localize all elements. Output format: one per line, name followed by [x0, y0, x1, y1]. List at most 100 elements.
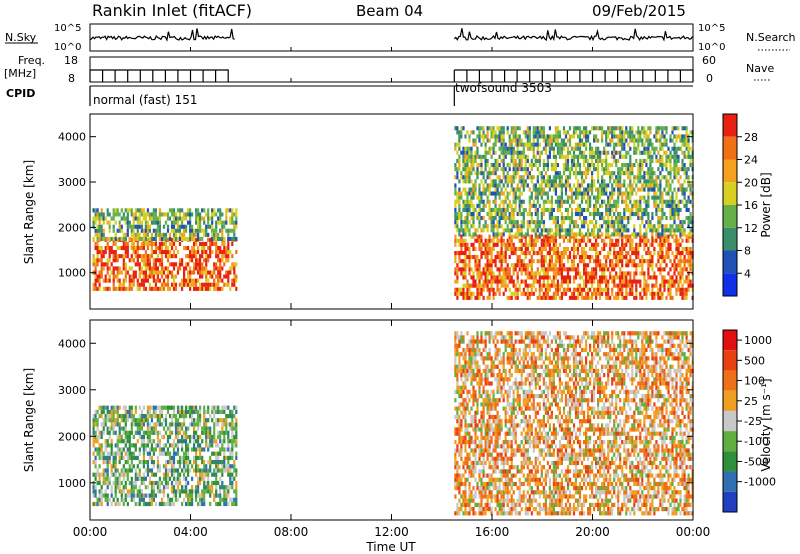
heatmap-cell [166, 274, 170, 279]
heatmap-cell [466, 195, 469, 200]
heatmap-cell [140, 254, 143, 259]
heatmap-cell [530, 216, 533, 221]
heatmap-cell [223, 274, 226, 279]
heatmap-cell [677, 287, 680, 292]
heatmap-cell [172, 460, 176, 465]
heatmap-cell [587, 263, 590, 268]
heatmap-cell [96, 426, 99, 431]
heatmap-cell [560, 195, 563, 200]
heatmap-cell [623, 295, 626, 300]
heatmap-cell [635, 175, 638, 180]
heatmap-cell [524, 238, 527, 243]
heatmap-cell [199, 262, 202, 267]
heatmap-cell [621, 275, 624, 280]
heatmap-cell [627, 163, 630, 168]
heatmap-cell [492, 232, 495, 237]
heatmap-cell [458, 259, 461, 264]
heatmap-cell [152, 414, 155, 419]
heatmap-cell [673, 203, 676, 208]
heatmap-cell [158, 443, 161, 448]
heatmap-cell [583, 246, 586, 251]
heatmap-cell [227, 228, 230, 233]
heatmap-cell [552, 183, 555, 188]
heatmap-cell [144, 430, 147, 435]
heatmap-cell [508, 146, 511, 151]
heatmap-cell [106, 418, 109, 423]
heatmap-cell [92, 493, 95, 498]
heatmap-cell [213, 286, 216, 291]
heatmap-cell [172, 472, 176, 477]
heatmap-cell [183, 282, 186, 287]
heatmap-cell [556, 246, 559, 251]
heatmap-cell [158, 220, 161, 225]
heatmap-cell [191, 246, 194, 251]
heatmap-cell [492, 199, 495, 204]
heatmap-cell [205, 274, 208, 279]
heatmap-cell [675, 167, 678, 172]
heatmap-cell [639, 232, 642, 237]
heatmap-cell [657, 224, 660, 229]
heatmap-cell [578, 142, 582, 147]
heatmap-cell [201, 208, 204, 213]
heatmap-cell [639, 263, 642, 268]
heatmap-cell [506, 150, 509, 155]
heatmap-cell [645, 150, 648, 155]
heatmap-cell [669, 224, 672, 229]
heatmap-cell [233, 232, 236, 237]
heatmap-cell [546, 263, 549, 268]
heatmap-cell [488, 234, 491, 239]
heatmap-cell [486, 187, 489, 192]
heatmap-cell [520, 267, 523, 272]
heatmap-cell [687, 216, 690, 221]
heatmap-cell [472, 207, 475, 212]
heatmap-cell [574, 130, 578, 135]
heatmap-cell [526, 283, 529, 288]
heatmap-cell [595, 246, 598, 251]
heatmap-cell [514, 163, 517, 168]
heatmap-cell [156, 270, 159, 275]
heatmap-cell [550, 199, 553, 204]
heatmap-cell [578, 183, 582, 188]
heatmap-cell [554, 179, 557, 184]
heatmap-cell [176, 468, 180, 473]
heatmap-cell [116, 254, 119, 259]
heatmap-cell [643, 234, 646, 239]
heatmap-cell [544, 291, 547, 296]
heatmap-cell [146, 493, 149, 498]
heatmap-cell [120, 270, 123, 275]
heatmap-cell [466, 242, 469, 247]
heatmap-cell [492, 291, 495, 296]
heatmap-cell [548, 212, 551, 217]
heatmap-cell [546, 199, 549, 204]
heatmap-cell [522, 287, 525, 292]
heatmap-cell [593, 138, 596, 143]
heatmap-cell [593, 259, 596, 264]
heatmap-cell [530, 283, 533, 288]
heatmap-cell [617, 259, 620, 264]
heatmap-cell [460, 242, 463, 247]
heatmap-cell [647, 216, 650, 221]
heatmap-cell [96, 439, 99, 444]
heatmap-cell [617, 191, 620, 196]
heatmap-cell [142, 216, 145, 221]
heatmap-cell [223, 241, 226, 246]
heatmap-cell [587, 287, 590, 292]
heatmap-cell [106, 464, 109, 469]
heatmap-cell [484, 150, 487, 155]
heatmap-cell [671, 207, 674, 212]
heatmap-cell [168, 208, 172, 213]
heatmap-cell [221, 254, 224, 259]
heatmap-cell [607, 163, 610, 168]
heatmap-cell [578, 134, 582, 139]
heatmap-cell [168, 241, 172, 246]
heatmap-cell [657, 216, 660, 221]
heatmap-cell [454, 163, 457, 168]
heatmap-cell [162, 278, 166, 283]
heatmap-cell [482, 134, 485, 139]
heatmap-cell [542, 130, 545, 135]
heatmap-cell [566, 259, 570, 264]
heatmap-cell [96, 434, 99, 440]
heatmap-cell [126, 451, 129, 456]
heatmap-cell [215, 220, 218, 225]
heatmap-cell [570, 146, 574, 151]
